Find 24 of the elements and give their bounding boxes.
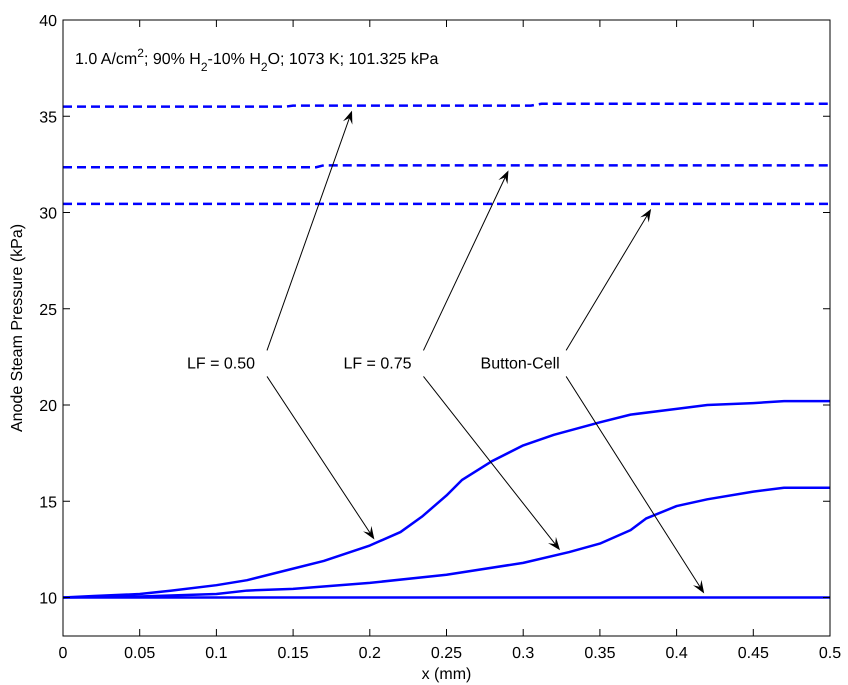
x-tick-label: 0.2 [358, 645, 382, 662]
x-tick-label: 0.25 [430, 645, 462, 662]
y-tick-label: 30 [39, 206, 58, 222]
annotation: LF = 0.50 [186, 355, 256, 372]
y-tick-label: 25 [39, 302, 58, 319]
y-tick-label: 10 [39, 590, 58, 608]
x-tick-label: 0.15 [278, 645, 309, 662]
y-tick-label: 35 [39, 109, 58, 126]
x-tick-label: 0.35 [584, 645, 616, 662]
y-tick-label: 20 [39, 398, 58, 415]
x-tick-label: 0 [58, 645, 68, 662]
y-axis-title: Anode Steam Pressure (kPa) [9, 224, 26, 432]
x-tick-label: 0.3 [512, 645, 534, 662]
x-tick-label: 0.05 [124, 645, 156, 662]
x-tick-label: 0.5 [818, 645, 842, 662]
x-tick-label: 0.45 [738, 645, 769, 662]
x-axis-title: x (mm) [422, 666, 472, 683]
y-tick-label: 15 [39, 494, 58, 512]
annotation: LF = 0.75 [343, 355, 412, 372]
annotation: 1.0 A/cm$^{2}$; 90% H$_{2}$-10% H$_{2}$O; 1073 K; 101.325 kPa [75, 46, 438, 74]
x-tick-label: 0.4 [665, 645, 688, 662]
x-tick-label: 0.1 [205, 645, 228, 662]
y-tick-label: 40 [39, 13, 58, 30]
annotation: Button-Cell [480, 355, 560, 372]
